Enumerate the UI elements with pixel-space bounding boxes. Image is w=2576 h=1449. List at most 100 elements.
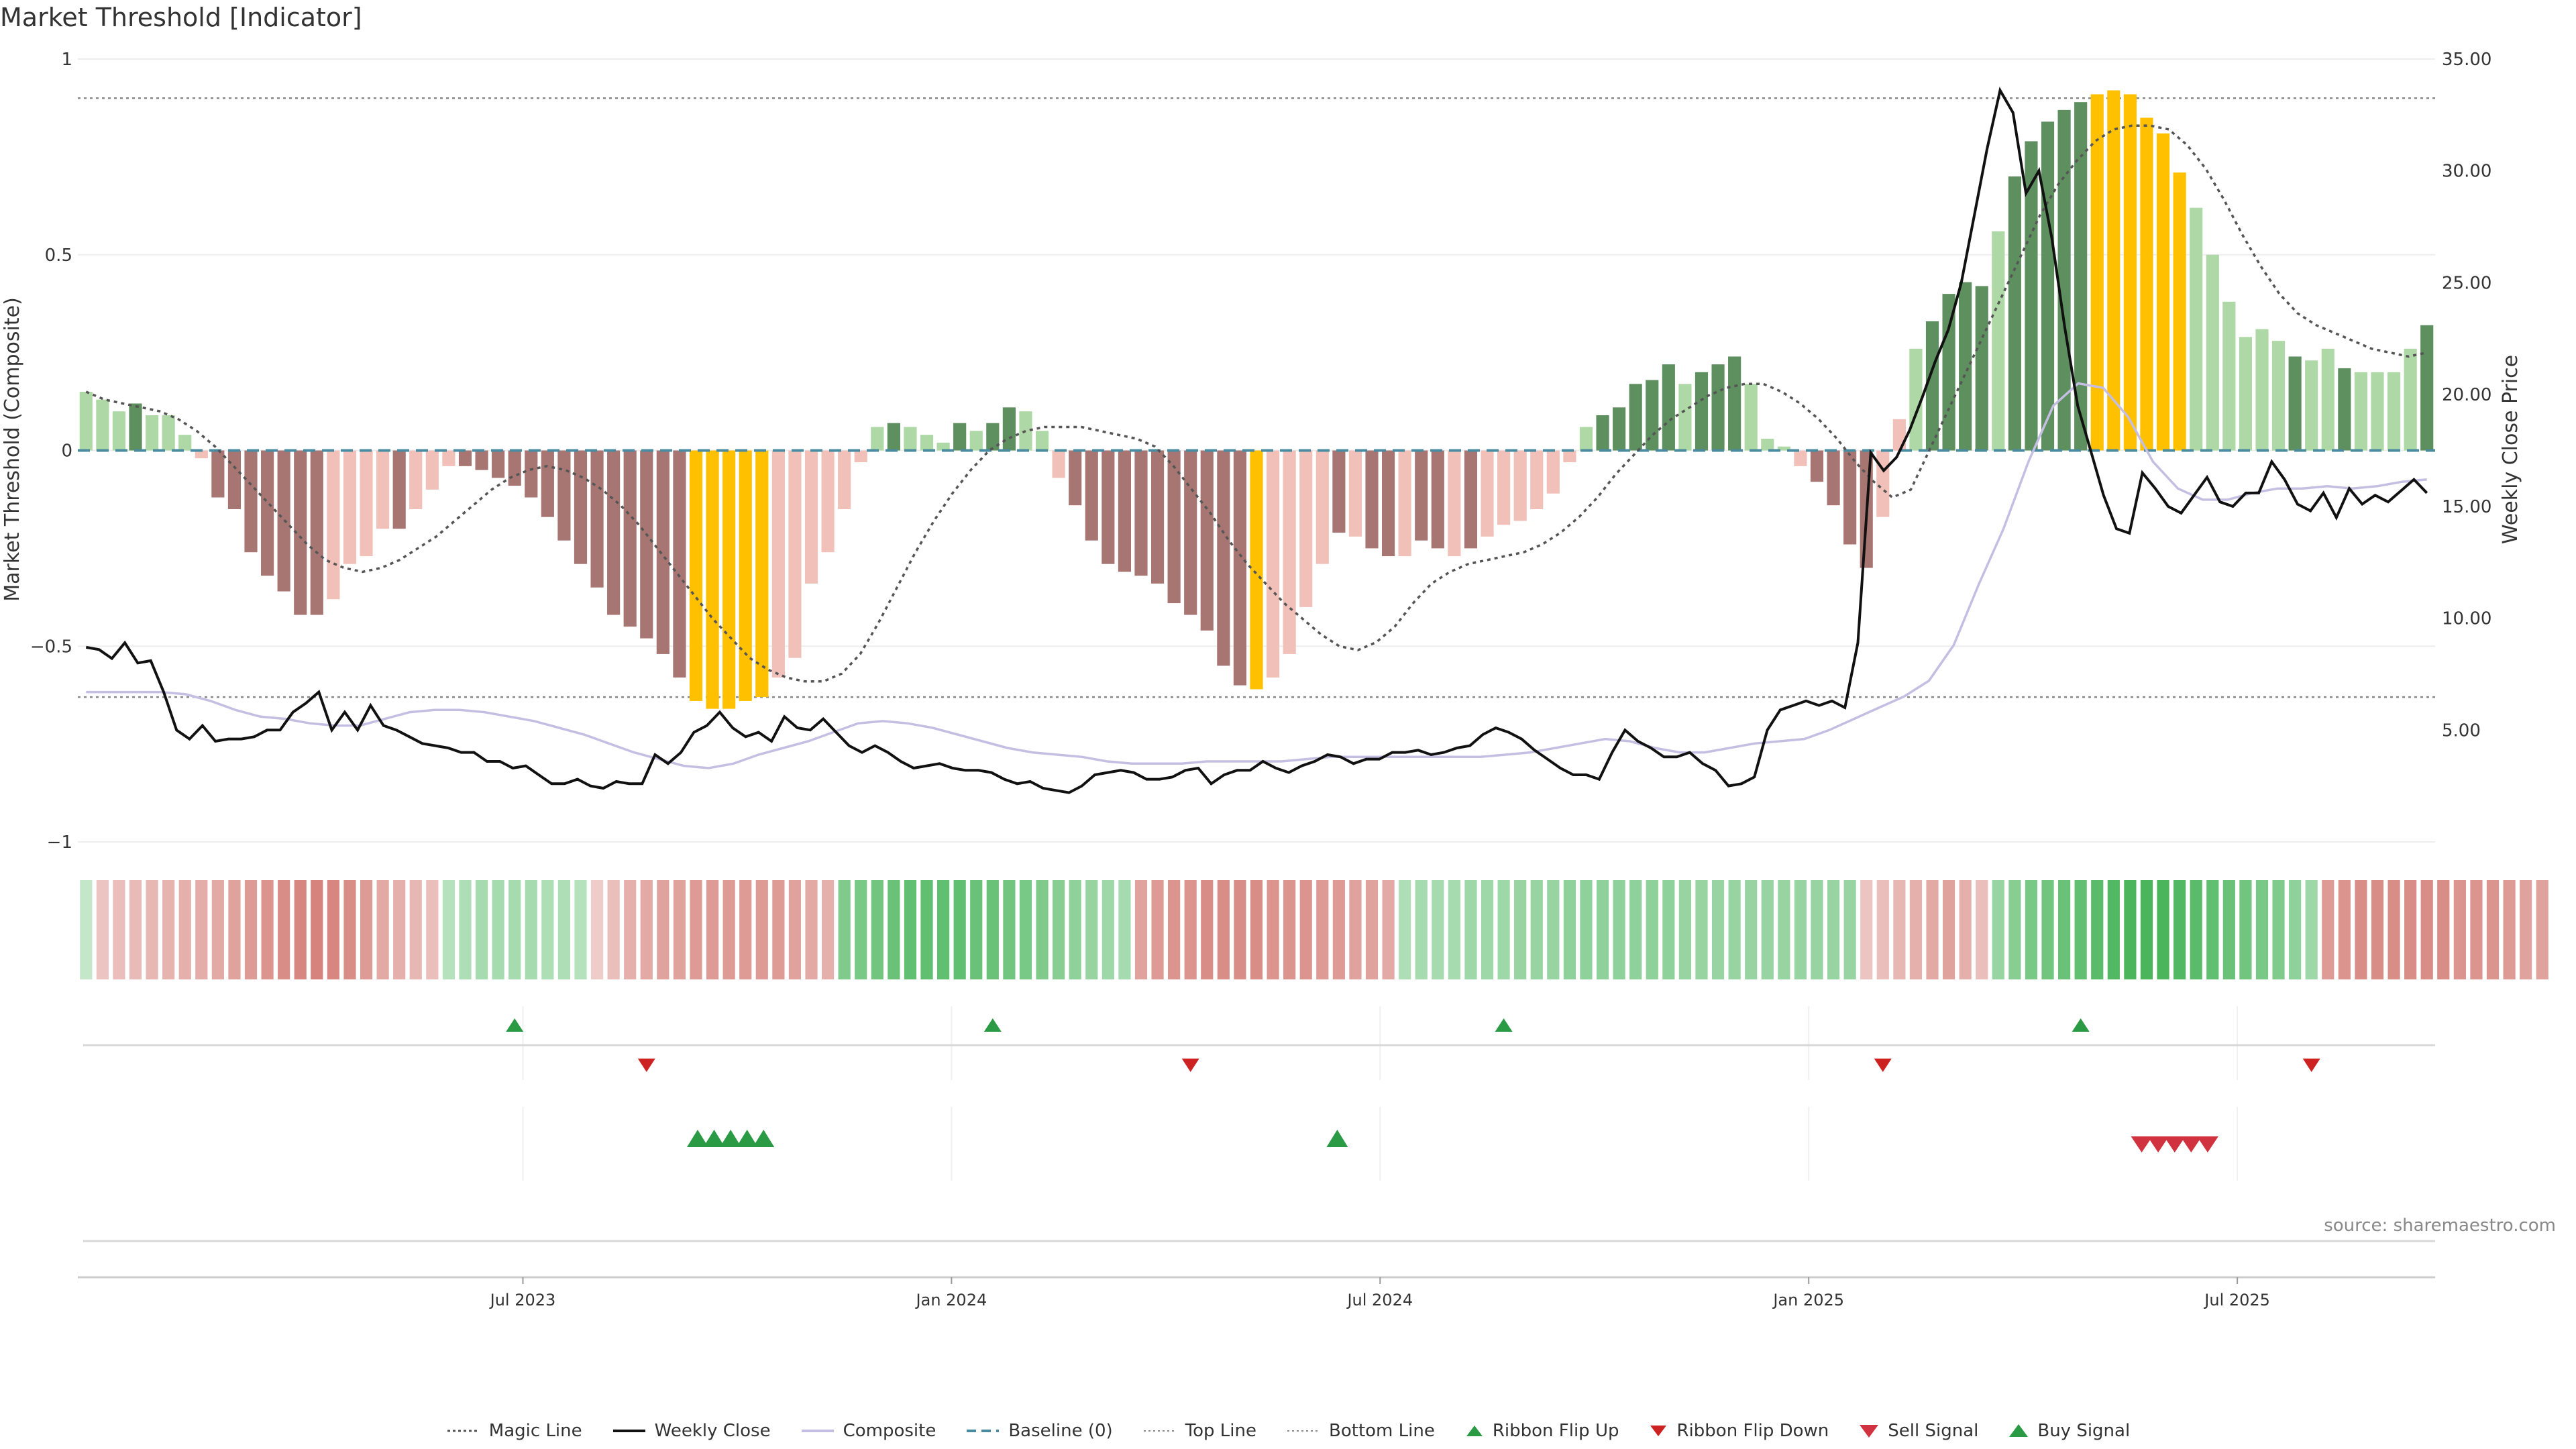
ribbon-cell [953, 880, 966, 979]
y2-tick-label: 10.00 [2442, 609, 2491, 629]
composite-bar [1283, 450, 1296, 654]
ribbon-cell [2305, 880, 2318, 979]
legend-label: Sell Signal [1888, 1421, 1979, 1441]
sell-signal-marker [2180, 1136, 2202, 1152]
legend-label: Composite [843, 1421, 936, 1441]
legend-ribbon-flip-down[interactable]: Ribbon Flip Down [1648, 1421, 1829, 1441]
ribbon-cell [195, 880, 208, 979]
ribbon-cell [624, 880, 637, 979]
ribbon-cell [541, 880, 554, 979]
composite-bar [2057, 109, 2071, 451]
ribbon-cell [228, 880, 241, 979]
ribbon-cell [1761, 880, 1774, 979]
ribbon-cell [1316, 880, 1329, 979]
composite-bar [2321, 348, 2334, 451]
composite-bar [1497, 450, 1511, 525]
ribbon-cell [2322, 880, 2334, 979]
legend-composite[interactable]: Composite [800, 1421, 936, 1441]
ribbon-cell [1992, 880, 2004, 979]
ribbon-cell [2420, 880, 2433, 979]
ribbon-cell [1629, 880, 1642, 979]
composite-bar [2008, 176, 2021, 451]
composite-bar [689, 450, 703, 701]
ribbon-cell [1217, 880, 1230, 979]
composite-bar [376, 450, 390, 529]
legend-bottom-line[interactable]: Bottom Line [1286, 1421, 1435, 1441]
composite-bar [1217, 450, 1230, 666]
ribbon-cell [1926, 880, 1939, 979]
legend-sell-signal[interactable]: Sell Signal [1858, 1421, 1978, 1441]
ribbon-cell [821, 880, 835, 979]
composite-bar [2041, 121, 2055, 451]
ribbon-flip-down-marker [2302, 1059, 2320, 1072]
composite-bar [458, 450, 472, 466]
ribbon-cell [1299, 880, 1312, 979]
ribbon-cell [2008, 880, 2021, 979]
ribbon-cell [2486, 880, 2500, 979]
ribbon-cell [838, 880, 851, 979]
ribbon-cell [1053, 880, 1065, 979]
ribbon-cell [673, 880, 686, 979]
composite-bar [1085, 450, 1098, 541]
composite-bar [2271, 341, 2286, 451]
composite-bar [1250, 450, 1263, 690]
legend-ribbon-flip-up[interactable]: Ribbon Flip Up [1464, 1421, 1619, 1441]
ribbon-cell [2272, 880, 2285, 979]
magic-line-swatch [447, 1430, 480, 1432]
composite-line [86, 382, 2427, 769]
ribbon-cell [2470, 880, 2483, 979]
ribbon-cell [376, 880, 389, 979]
ribbon-cell [788, 880, 802, 979]
sell-signal-marker [2196, 1136, 2218, 1152]
ribbon-cell [706, 880, 719, 979]
ribbon-cell [1876, 880, 1889, 979]
ribbon-flip-down-marker [1874, 1059, 1892, 1072]
composite-bar [2288, 356, 2302, 451]
composite-bar [1035, 431, 1049, 451]
legend-top-line[interactable]: Top Line [1142, 1421, 1256, 1441]
ribbon-cell [1168, 880, 1181, 979]
composite-bar [1810, 450, 1824, 482]
ribbon-cell [146, 880, 158, 979]
composite-bar [211, 450, 225, 498]
ribbon-cell [343, 880, 356, 979]
ribbon-cell [657, 880, 669, 979]
composite-bar [1876, 450, 1890, 517]
ribbon-cell [327, 880, 339, 979]
ribbon-cell [1019, 880, 1032, 979]
ribbon-cell [1069, 880, 1081, 979]
ribbon-cell [855, 880, 867, 979]
composite-bar [755, 450, 769, 698]
composite-bar [887, 423, 900, 451]
composite-bar [821, 450, 835, 553]
ribbon-cell [1695, 880, 1708, 979]
legend-baseline[interactable]: Baseline (0) [965, 1421, 1113, 1441]
ribbon-cell [1382, 880, 1395, 979]
legend-label: Ribbon Flip Down [1676, 1421, 1829, 1441]
ribbon-cell [2074, 880, 2087, 979]
ribbon-cell [1283, 880, 1296, 979]
ribbon-cell [2041, 880, 2054, 979]
sell-signal-marker [2147, 1136, 2169, 1152]
legend-magic-line[interactable]: Magic Line [446, 1421, 582, 1441]
ribbon-cell [2404, 880, 2417, 979]
composite-bar [1613, 407, 1626, 451]
ribbon-cell [2437, 880, 2450, 979]
composite-bar [986, 423, 1000, 451]
ribbon-cell [1711, 880, 1725, 979]
composite-bar [1695, 372, 1709, 451]
y-tick-label: 0 [61, 441, 72, 462]
ribbon-cell [920, 880, 933, 979]
composite-bar [178, 435, 192, 451]
composite-bar [2140, 117, 2153, 451]
ribbon-cell [409, 880, 422, 979]
composite-bar [2107, 90, 2121, 451]
legend-weekly-close[interactable]: Weekly Close [612, 1421, 771, 1441]
legend-buy-signal[interactable]: Buy Signal [2008, 1421, 2130, 1441]
composite-bar [1744, 384, 1758, 451]
composite-bar [261, 450, 274, 576]
composite-swatch [801, 1430, 834, 1432]
legend-label: Bottom Line [1329, 1421, 1435, 1441]
composite-bar [425, 450, 439, 490]
composite-bar [722, 450, 736, 709]
